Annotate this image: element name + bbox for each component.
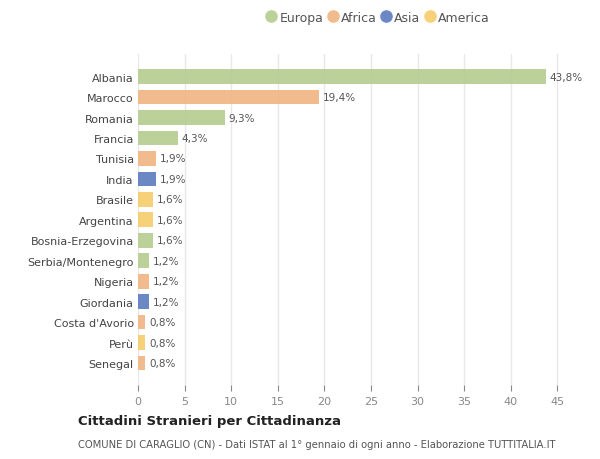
Text: COMUNE DI CARAGLIO (CN) - Dati ISTAT al 1° gennaio di ogni anno - Elaborazione T: COMUNE DI CARAGLIO (CN) - Dati ISTAT al … <box>78 440 556 449</box>
Bar <box>138 213 153 228</box>
Bar <box>138 152 156 167</box>
Text: 19,4%: 19,4% <box>323 93 356 103</box>
Bar <box>138 274 149 289</box>
Text: 1,6%: 1,6% <box>157 215 183 225</box>
Bar <box>138 254 149 269</box>
Text: 4,3%: 4,3% <box>182 134 208 144</box>
Bar <box>138 295 149 309</box>
Bar <box>138 193 153 207</box>
Bar <box>138 356 145 370</box>
Legend: Europa, Africa, Asia, America: Europa, Africa, Asia, America <box>268 12 490 25</box>
Text: 0,8%: 0,8% <box>149 317 176 327</box>
Text: 0,8%: 0,8% <box>149 358 176 368</box>
Text: 1,6%: 1,6% <box>157 195 183 205</box>
Text: 9,3%: 9,3% <box>229 113 255 123</box>
Text: 1,2%: 1,2% <box>153 297 179 307</box>
Bar <box>138 233 153 248</box>
Bar <box>138 70 546 85</box>
Bar <box>138 336 145 350</box>
Text: 1,2%: 1,2% <box>153 277 179 286</box>
Bar <box>138 172 156 187</box>
Text: 1,2%: 1,2% <box>153 256 179 266</box>
Text: 0,8%: 0,8% <box>149 338 176 348</box>
Text: Cittadini Stranieri per Cittadinanza: Cittadini Stranieri per Cittadinanza <box>78 414 341 428</box>
Bar <box>138 90 319 105</box>
Bar <box>138 315 145 330</box>
Bar <box>138 111 224 126</box>
Text: 1,6%: 1,6% <box>157 236 183 246</box>
Text: 1,9%: 1,9% <box>160 154 186 164</box>
Bar <box>138 131 178 146</box>
Text: 1,9%: 1,9% <box>160 174 186 185</box>
Text: 43,8%: 43,8% <box>550 73 583 83</box>
